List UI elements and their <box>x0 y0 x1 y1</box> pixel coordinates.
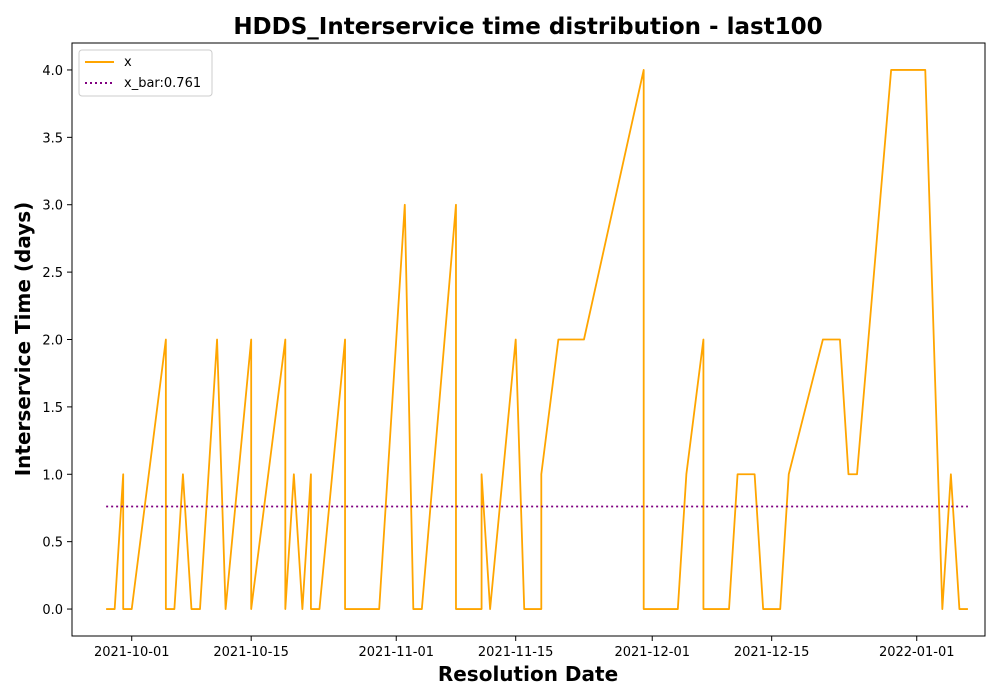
y-tick-label-0: 0.0 <box>42 603 63 618</box>
series-layer <box>106 69 968 610</box>
x-tick-label-1: 2021-10-15 <box>213 645 289 660</box>
y-tick-label-7: 3.5 <box>42 131 63 146</box>
legend-label-x: x <box>124 55 132 70</box>
legend-label-x-bar: x_bar:0.761 <box>124 76 201 91</box>
y-tick-label-4: 2.0 <box>42 334 63 349</box>
x-axis-label: Resolution Date <box>438 662 618 686</box>
plot-area <box>71 42 986 637</box>
legend: x x_bar:0.761 <box>78 49 213 97</box>
y-axis: 0.0 0.5 1.0 1.5 2.0 2.5 3.0 3.5 4.0 <box>42 64 72 618</box>
y-tick-label-3: 1.5 <box>42 401 63 416</box>
y-tick-label-6: 3.0 <box>42 199 63 214</box>
series-line-0 <box>106 69 968 610</box>
x-tick-label-2: 2021-11-01 <box>358 645 434 660</box>
x-tick-label-4: 2021-12-01 <box>614 645 690 660</box>
x-tick-label-3: 2021-11-15 <box>478 645 554 660</box>
y-tick-label-2: 1.0 <box>42 468 63 483</box>
x-axis: 2021-10-01 2021-10-15 2021-11-01 2021-11-15… <box>94 636 955 660</box>
x-tick-label-5: 2021-12-15 <box>734 645 810 660</box>
y-tick-label-8: 4.0 <box>42 64 63 79</box>
chart-title: HDDS_Interservice time distribution - la… <box>233 14 822 40</box>
x-tick-label-0: 2021-10-01 <box>94 645 170 660</box>
y-tick-label-1: 0.5 <box>42 536 63 551</box>
x-tick-label-6: 2022-01-01 <box>879 645 955 660</box>
y-tick-label-5: 2.5 <box>42 266 63 281</box>
y-axis-label: Interservice Time (days) <box>11 202 35 477</box>
